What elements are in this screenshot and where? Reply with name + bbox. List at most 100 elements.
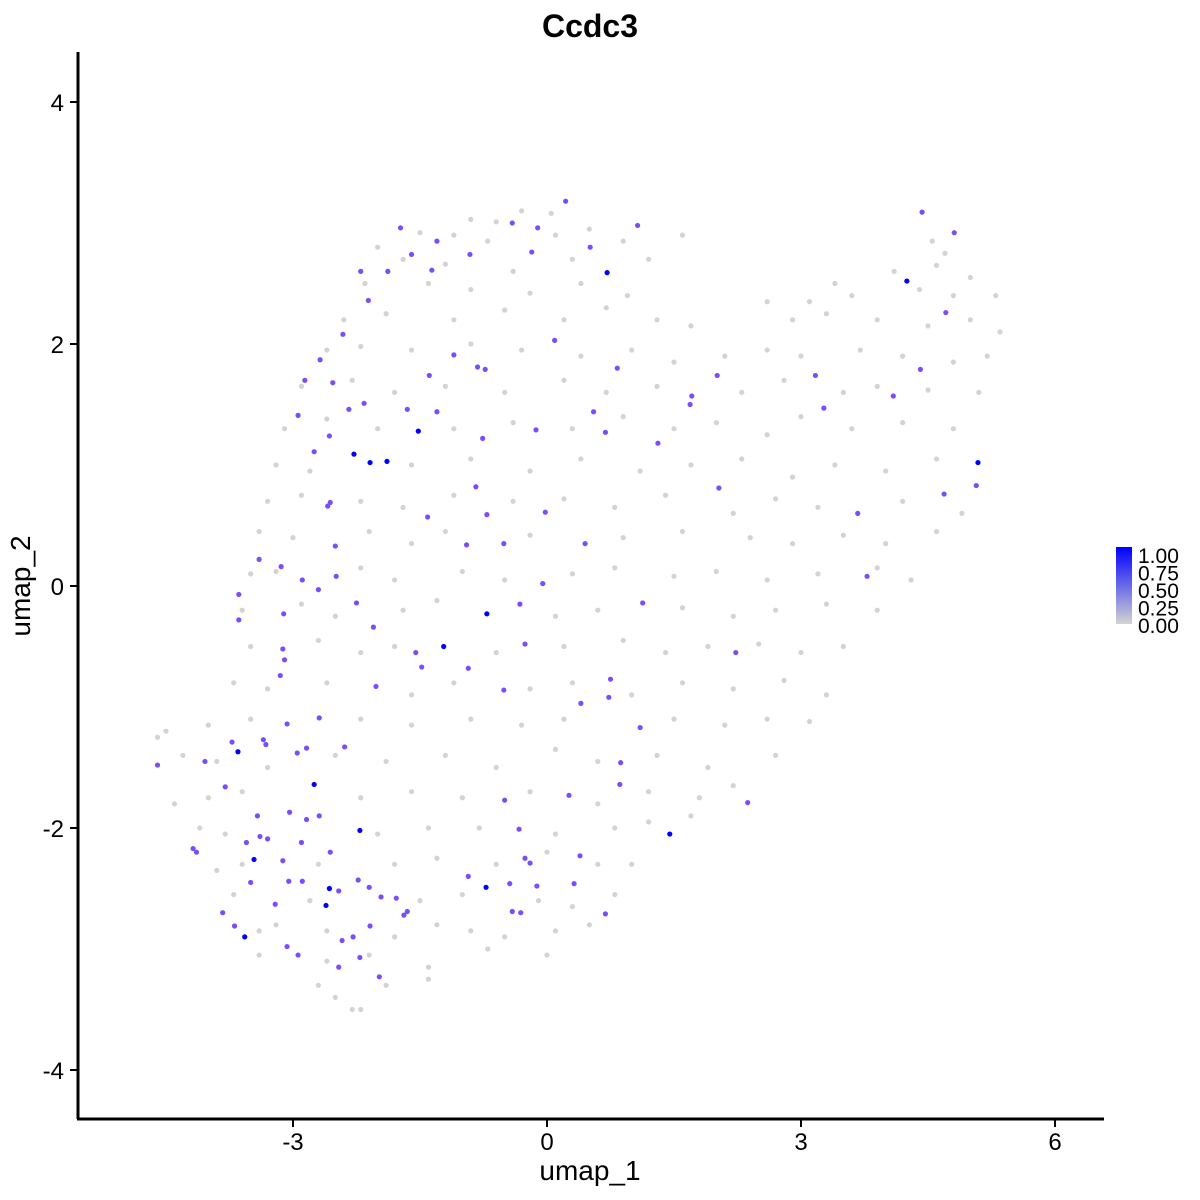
point-zero bbox=[586, 922, 592, 928]
point-high bbox=[323, 902, 329, 909]
point-mid bbox=[590, 409, 597, 415]
point-zero bbox=[400, 607, 406, 613]
point-zero bbox=[900, 353, 906, 359]
point-zero bbox=[408, 541, 415, 547]
point-zero bbox=[595, 607, 601, 613]
point-zero bbox=[171, 801, 178, 807]
point-zero bbox=[662, 492, 669, 498]
point-mid bbox=[365, 297, 371, 304]
point-zero bbox=[375, 831, 381, 837]
point-zero bbox=[527, 789, 533, 795]
point-mid bbox=[295, 412, 301, 418]
point-zero bbox=[823, 311, 830, 317]
point-mid bbox=[154, 762, 161, 768]
y-tick-label: 2 bbox=[51, 332, 64, 359]
point-zero bbox=[612, 504, 618, 510]
point-zero bbox=[197, 825, 203, 831]
point-mid bbox=[404, 908, 410, 915]
y-tick-label: -4 bbox=[43, 1058, 64, 1085]
point-mid bbox=[280, 646, 286, 652]
point-mid bbox=[821, 405, 827, 411]
point-high bbox=[351, 451, 357, 457]
point-zero bbox=[679, 605, 686, 611]
point-mid bbox=[655, 440, 661, 446]
point-mid bbox=[256, 556, 262, 562]
point-mid bbox=[342, 744, 348, 750]
point-mid bbox=[534, 883, 540, 889]
point-mid bbox=[404, 406, 410, 412]
point-zero bbox=[349, 1006, 355, 1013]
point-zero bbox=[679, 528, 686, 535]
point-zero bbox=[764, 432, 770, 438]
point-mid bbox=[401, 912, 407, 918]
point-mid bbox=[254, 813, 261, 819]
point-mid bbox=[330, 380, 336, 386]
point-zero bbox=[273, 462, 279, 468]
point-mid bbox=[687, 401, 693, 408]
point-mid bbox=[385, 268, 391, 274]
point-zero bbox=[569, 680, 576, 686]
point-zero bbox=[451, 317, 457, 323]
point-zero bbox=[493, 861, 499, 867]
chart-title: Ccdc3 bbox=[542, 8, 638, 44]
point-mid bbox=[378, 894, 384, 900]
point-zero bbox=[273, 922, 279, 928]
point-mid bbox=[941, 491, 947, 497]
y-ticks: -4 -2 0 2 4 bbox=[43, 90, 78, 1085]
point-zero bbox=[425, 280, 432, 287]
point-zero bbox=[595, 758, 601, 765]
point-mid bbox=[518, 910, 524, 916]
point-zero bbox=[510, 498, 516, 504]
point-zero bbox=[747, 535, 753, 541]
point-zero bbox=[569, 571, 576, 577]
point-mid bbox=[281, 611, 287, 617]
point-mid bbox=[332, 543, 338, 549]
point-mid bbox=[716, 485, 722, 491]
point-zero bbox=[773, 607, 779, 613]
point-mid bbox=[587, 244, 593, 250]
x-ticks: -3 0 3 6 bbox=[282, 1119, 1062, 1156]
point-zero bbox=[408, 692, 415, 698]
point-zero bbox=[891, 268, 897, 274]
point-mid bbox=[689, 393, 695, 399]
point-mid bbox=[295, 952, 301, 958]
point-zero bbox=[679, 680, 686, 686]
point-mid bbox=[202, 758, 208, 765]
point-zero bbox=[502, 307, 508, 313]
point-mid bbox=[280, 858, 286, 864]
point-zero bbox=[595, 801, 601, 807]
point-mid bbox=[346, 406, 352, 412]
point-zero bbox=[324, 416, 330, 422]
point-mid bbox=[542, 509, 548, 515]
point-zero bbox=[798, 649, 804, 656]
point-mid bbox=[294, 750, 300, 756]
point-mid bbox=[501, 541, 507, 547]
point-zero bbox=[391, 389, 398, 395]
point-high bbox=[667, 831, 673, 837]
point-mid bbox=[812, 372, 819, 379]
point-zero bbox=[391, 861, 398, 867]
point-zero bbox=[933, 528, 940, 535]
point-zero bbox=[688, 813, 694, 819]
point-zero bbox=[510, 420, 516, 426]
point-zero bbox=[916, 286, 923, 293]
point-zero bbox=[883, 468, 889, 474]
point-zero bbox=[248, 571, 254, 577]
point-zero bbox=[823, 692, 830, 698]
point-high bbox=[242, 934, 248, 940]
point-zero bbox=[383, 311, 389, 317]
legend-label: 1.00 bbox=[1138, 545, 1179, 568]
point-zero bbox=[324, 347, 330, 353]
point-zero bbox=[900, 420, 906, 426]
point-zero bbox=[552, 746, 559, 752]
point-high bbox=[415, 428, 421, 434]
point-zero bbox=[569, 426, 576, 432]
point-mid bbox=[299, 878, 305, 884]
point-zero bbox=[332, 613, 338, 619]
point-zero bbox=[375, 426, 381, 432]
point-mid bbox=[563, 198, 569, 204]
point-zero bbox=[408, 722, 415, 728]
point-zero bbox=[442, 383, 448, 389]
point-mid bbox=[473, 484, 479, 490]
point-zero bbox=[205, 795, 211, 801]
